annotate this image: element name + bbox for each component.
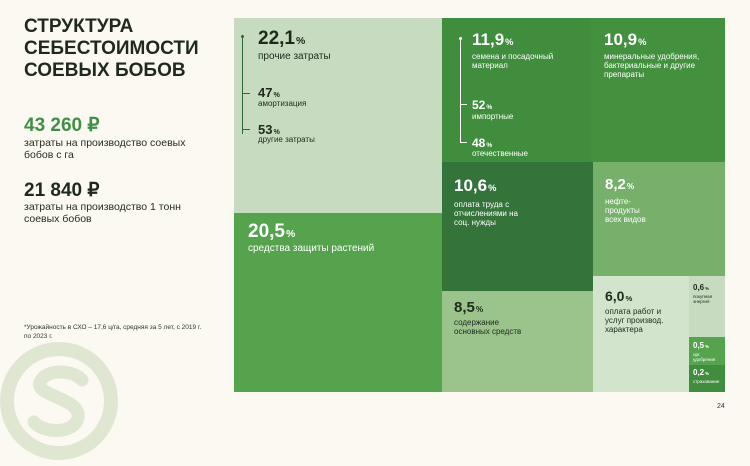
sub-value: 47% [258, 85, 280, 100]
page-title: СТРУКТУРА СЕБЕСТОИМОСТИ СОЕВЫХ БОБОВ [24, 16, 199, 81]
tile-value: 11,9% [472, 30, 514, 49]
tile-label: страхование [693, 379, 720, 384]
tile-label: содержание основных средств [454, 318, 522, 336]
tile-label: средства защиты растений [248, 243, 375, 254]
tile-value: 0,6% [693, 283, 710, 292]
connector-line [460, 38, 461, 142]
sub-label: другие затраты [258, 135, 315, 144]
tile-energy: 0,6% покупная энергия [689, 276, 725, 337]
tile-label: оплата работ и услуг производ. характера [605, 307, 664, 334]
tile-organic-fertilizers: 0,5% орг. удобрения [689, 337, 725, 365]
tile-value: 22,1% [258, 28, 306, 49]
sub-label: амортизация [258, 99, 307, 108]
tile-value: 6,0% [605, 288, 633, 304]
brand-logo-icon [0, 342, 118, 460]
tile-value: 0,2% [693, 368, 710, 377]
connector-dot [459, 37, 462, 40]
tile-value: 8,5% [454, 299, 484, 316]
tile-value: 0,5% [693, 341, 710, 350]
cost-per-hectare-value: 43 260 ₽ [24, 115, 100, 136]
sub-value: 48% [472, 136, 493, 150]
tile-label: орг. удобрения [693, 352, 716, 362]
tile-fertilizers: 10,9% минеральные удобрения, бактериальн… [590, 18, 725, 162]
page-number: 24 [717, 403, 725, 410]
tile-label: прочие затраты [258, 51, 331, 62]
tile-label: семена и посадочный материал [472, 52, 554, 70]
tile-label: нефте-продукты всех видов [605, 197, 646, 224]
tile-labor: 10,6% оплата труда с отчислениями на соц… [442, 162, 593, 291]
tile-label: оплата труда с отчислениями на соц. нужд… [454, 200, 518, 227]
tile-other-costs: 22,1% прочие затраты 47% амортизация 53%… [234, 18, 442, 213]
connector-line [460, 104, 467, 105]
tile-value: 10,6% [454, 176, 497, 195]
cost-per-ton-label: затраты на производство 1 тонн соевых бо… [24, 201, 181, 225]
sub-label: импортные [472, 112, 514, 121]
tile-plant-protection: 20,5% средства защиты растений [234, 213, 442, 392]
tile-fixed-assets: 8,5% содержание основных средств [442, 291, 593, 392]
tile-value: 8,2% [605, 176, 635, 193]
connector-line [242, 129, 250, 130]
sub-label: отечественные [472, 149, 528, 158]
cost-per-ton-value: 21 840 ₽ [24, 180, 100, 201]
tile-fuel: 8,2% нефте-продукты всех видов [593, 162, 725, 276]
connector-line [242, 93, 250, 94]
tile-seeds: 11,9% семена и посадочный материал 52% и… [442, 18, 590, 162]
connector-line [460, 142, 467, 143]
tile-label: минеральные удобрения, бактериальные и д… [604, 52, 700, 79]
tile-insurance: 0,2% страхование [689, 365, 725, 392]
tile-value: 10,9% [604, 30, 647, 49]
cost-per-hectare-label: затраты на производство соевых бобов с г… [24, 137, 186, 161]
sub-value: 52% [472, 98, 493, 112]
tile-services: 6,0% оплата работ и услуг производ. хара… [593, 276, 689, 392]
tile-value: 20,5% [248, 221, 296, 242]
connector-line [242, 36, 243, 134]
tile-label: покупная энергия [693, 294, 713, 304]
yield-footnote: *Урожайность в СХО – 17,6 ц/га, средняя … [24, 324, 202, 340]
sub-value: 53% [258, 122, 280, 137]
connector-dot [241, 35, 244, 38]
